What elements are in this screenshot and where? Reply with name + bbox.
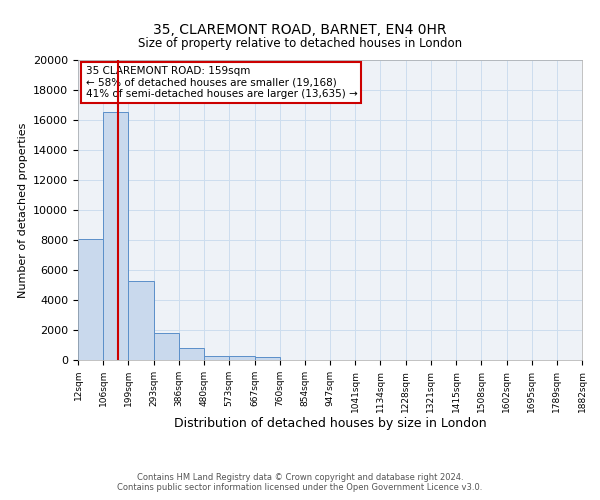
- Bar: [154, 333, 179, 360]
- Bar: [204, 356, 229, 360]
- X-axis label: Distribution of detached houses by size in London: Distribution of detached houses by size …: [173, 418, 487, 430]
- Bar: [128, 280, 154, 360]
- Text: 35 CLAREMONT ROAD: 159sqm
← 58% of detached houses are smaller (19,168)
41% of s: 35 CLAREMONT ROAD: 159sqm ← 58% of detac…: [86, 66, 358, 99]
- Text: Contains HM Land Registry data © Crown copyright and database right 2024.
Contai: Contains HM Land Registry data © Crown c…: [118, 473, 482, 492]
- Bar: [229, 356, 254, 360]
- Bar: [254, 357, 280, 360]
- Bar: [78, 238, 103, 360]
- Bar: [179, 348, 204, 360]
- Y-axis label: Number of detached properties: Number of detached properties: [17, 122, 28, 298]
- Text: 35, CLAREMONT ROAD, BARNET, EN4 0HR: 35, CLAREMONT ROAD, BARNET, EN4 0HR: [153, 22, 447, 36]
- Text: Size of property relative to detached houses in London: Size of property relative to detached ho…: [138, 38, 462, 51]
- Bar: [103, 112, 128, 360]
